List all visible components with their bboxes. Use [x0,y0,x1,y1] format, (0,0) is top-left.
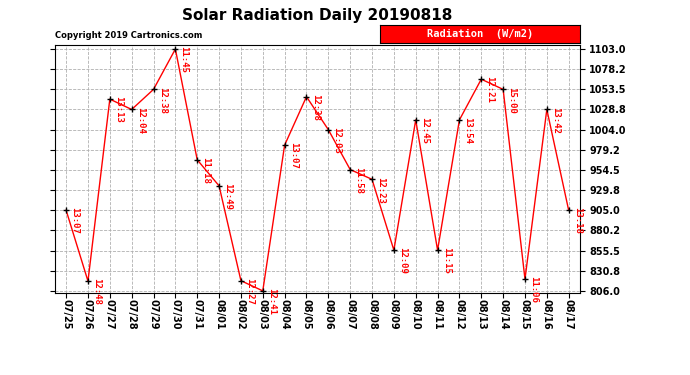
Text: 12:45: 12:45 [420,117,429,144]
Text: 12:38: 12:38 [158,87,167,114]
Text: 15:00: 15:00 [507,87,516,114]
Text: 12:38: 12:38 [310,94,319,121]
Text: 11:06: 11:06 [529,276,538,303]
Text: 13:13: 13:13 [114,96,123,123]
Text: 12:04: 12:04 [136,107,145,134]
Text: 12:49: 12:49 [224,183,233,210]
Text: 11:45: 11:45 [179,46,188,73]
Text: 12:21: 12:21 [486,76,495,103]
Title: Solar Radiation Daily 20190818: Solar Radiation Daily 20190818 [182,8,453,22]
Text: 12:27: 12:27 [245,278,254,305]
Text: 11:15: 11:15 [442,248,451,274]
Text: 12:48: 12:48 [92,278,101,305]
Text: 13:18: 13:18 [573,207,582,234]
Text: 13:07: 13:07 [70,207,79,234]
Text: 11:18: 11:18 [201,157,210,184]
Text: Copyright 2019 Cartronics.com: Copyright 2019 Cartronics.com [55,31,203,40]
Text: 13:07: 13:07 [289,142,298,169]
Text: 12:09: 12:09 [398,248,407,274]
Text: 13:54: 13:54 [464,117,473,144]
Text: 12:03: 12:03 [333,127,342,154]
Text: 11:58: 11:58 [355,167,364,194]
Text: 12:41: 12:41 [267,288,276,315]
Text: 12:23: 12:23 [376,177,385,203]
Text: 13:42: 13:42 [551,107,560,134]
